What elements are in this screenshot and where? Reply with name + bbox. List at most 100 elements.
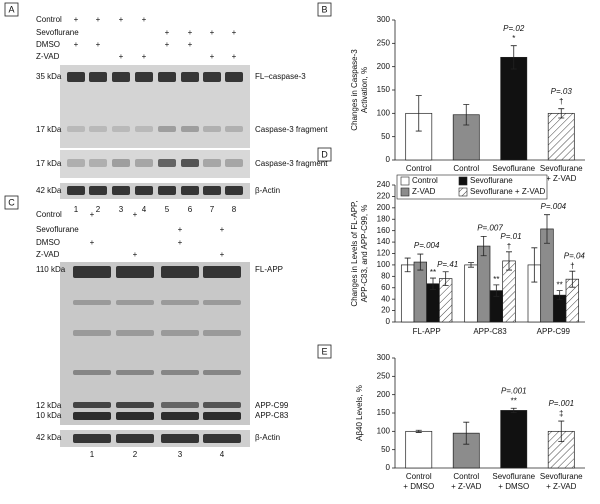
blot [60, 150, 250, 178]
y-tick-label: 250 [377, 38, 391, 47]
error-bar [468, 262, 474, 268]
significance-mark: † [507, 242, 511, 251]
kda-label: 35 kDa [36, 72, 62, 81]
blot-band [67, 186, 85, 195]
blot-band [203, 330, 241, 336]
y-axis-label: Activation, % [360, 67, 369, 113]
group-p-value: P=.007 [477, 223, 503, 232]
blot-band [203, 300, 241, 305]
band-label: APP-C83 [255, 411, 289, 420]
lane-number: 5 [165, 205, 170, 214]
p-value: P=.03 [551, 87, 573, 96]
blot-band [225, 126, 243, 132]
x-tick-label: Sevoflurane [492, 472, 535, 481]
significance-mark: ‡ [559, 409, 563, 418]
error-bar [493, 284, 500, 297]
lane-number: 6 [188, 205, 193, 214]
treatment-mark: + [188, 40, 193, 49]
blot-band [158, 186, 176, 195]
blot [60, 183, 250, 199]
blot-band [161, 402, 199, 408]
bar [413, 261, 428, 323]
panel-letter-box [4, 195, 19, 210]
blot-band [225, 159, 243, 167]
y-tick-label: 0 [386, 463, 391, 472]
blot-band [181, 126, 199, 132]
p-value: P=.41 [437, 260, 458, 269]
y-axis-label: Changes in Caspase-3 [350, 49, 359, 131]
bar [400, 264, 415, 323]
treatment-mark: + [178, 225, 183, 234]
band-label: Caspase-3 fragment [255, 159, 328, 168]
treatment-label: Sevoflurane [36, 28, 79, 37]
error-bar [430, 277, 436, 290]
blot-band [161, 300, 199, 305]
lane-number: 4 [220, 450, 225, 459]
blot-band [67, 159, 85, 167]
treatment-mark: + [90, 210, 95, 219]
panel-letter: A [8, 4, 14, 14]
y-tick-label: 250 [377, 371, 391, 380]
lane-number: 3 [119, 205, 124, 214]
x-tick-label: Control [406, 472, 432, 481]
treatment-mark: + [220, 225, 225, 234]
blot-band [161, 330, 199, 336]
error-bar [558, 108, 565, 119]
lane-number: 4 [142, 205, 147, 214]
p-value: P=.01 [500, 232, 521, 241]
lane-number: 2 [133, 450, 138, 459]
y-tick-label: 200 [377, 203, 391, 212]
y-tick-label: 300 [377, 353, 391, 362]
blot-band [89, 159, 107, 167]
y-tick-label: 180 [377, 214, 391, 223]
bar [405, 430, 433, 469]
blot-band [89, 186, 107, 195]
significance-mark: ** [493, 275, 499, 284]
kda-label: 42 kDa [36, 433, 62, 442]
y-tick-label: 150 [377, 85, 391, 94]
blot-band [73, 402, 111, 408]
blot-band [203, 370, 241, 375]
significance-mark: ** [511, 396, 517, 405]
lane-number: 1 [90, 450, 95, 459]
error-bar [442, 271, 449, 286]
significance-mark: † [559, 97, 563, 106]
blot-band [135, 126, 153, 132]
lane-number: 1 [74, 205, 79, 214]
treatment-mark: + [210, 52, 215, 61]
blot-band [73, 412, 111, 420]
blot-band [73, 434, 111, 443]
treatment-mark: + [96, 15, 101, 24]
blot-band [161, 412, 199, 420]
x-tick-label: + DMSO [498, 482, 529, 491]
x-tick-label: Control [406, 164, 432, 173]
blot-band [181, 72, 199, 82]
treatment-mark: + [142, 15, 147, 24]
blot-band [112, 159, 130, 167]
blot-band [89, 72, 107, 82]
p-value: P=.02 [503, 24, 525, 33]
treatment-mark: + [220, 250, 225, 259]
panel-letter: C [8, 197, 15, 207]
kda-label: 10 kDa [36, 411, 62, 420]
treatment-label: DMSO [36, 40, 60, 49]
blot-band [161, 434, 199, 443]
blot-band [181, 186, 199, 195]
error-bar [558, 420, 565, 442]
lane-number: 7 [210, 205, 215, 214]
kda-label: 17 kDa [36, 159, 62, 168]
legend-label: Sevoflurane [470, 176, 513, 185]
kda-label: 110 kDa [36, 265, 66, 274]
blot-band [112, 72, 130, 82]
blot-band [116, 370, 154, 375]
significance-mark: ** [430, 268, 436, 277]
blot [60, 65, 250, 148]
bar [500, 56, 528, 161]
p-value: P=.001 [501, 386, 527, 395]
blot-band [89, 126, 107, 132]
band-label: Caspase-3 fragment [255, 125, 328, 134]
x-tick-label: Sevoflurane [540, 164, 583, 173]
treatment-mark: + [142, 52, 147, 61]
treatment-mark: + [133, 250, 138, 259]
treatment-label: Sevoflurane [36, 225, 79, 234]
